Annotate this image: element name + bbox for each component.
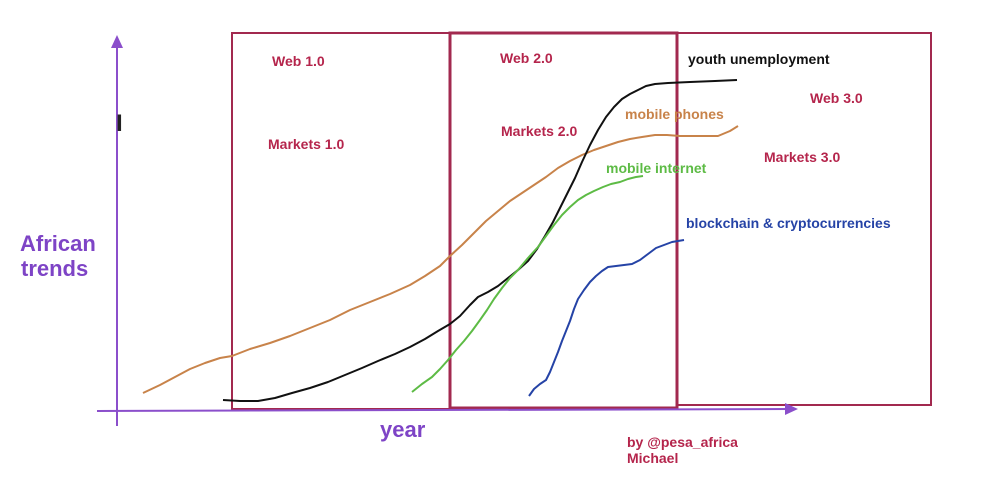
series-label-mobile-internet: mobile internet <box>606 160 707 176</box>
credit-line-1: by @pesa_africa <box>627 434 738 450</box>
series-line-mobile-phones <box>142 125 739 394</box>
era-label-web-3: Web 3.0 <box>810 90 863 106</box>
x-axis-label: year <box>380 417 426 442</box>
era-label-markets-3: Markets 3.0 <box>764 149 840 165</box>
y-axis-label-line2: trends <box>21 256 88 281</box>
series-line-blockchain <box>528 239 685 397</box>
x-axis <box>96 408 791 412</box>
era-label-markets-2: Markets 2.0 <box>501 123 577 139</box>
era-label-web-2: Web 2.0 <box>500 50 553 66</box>
stray-mark: I <box>116 110 123 137</box>
x-axis-arrowhead <box>785 403 798 415</box>
series-line-youth-unemployment <box>222 79 738 402</box>
series-label-blockchain: blockchain & cryptocurrencies <box>686 215 891 231</box>
series-label-youth-unemployment: youth unemployment <box>688 51 830 67</box>
series-label-mobile-phones: mobile phones <box>625 106 724 122</box>
credit-line-2: Michael <box>627 450 678 466</box>
era-label-markets-1: Markets 1.0 <box>268 136 344 152</box>
era-frame-web1 <box>231 32 451 410</box>
era-frame-web3 <box>676 32 932 406</box>
era-frame-web2 <box>448 31 679 410</box>
y-axis-arrowhead <box>111 35 123 48</box>
y-axis-label-line1: African <box>20 231 96 256</box>
era-label-web-1: Web 1.0 <box>272 53 325 69</box>
series-line-mobile-internet <box>411 175 644 393</box>
